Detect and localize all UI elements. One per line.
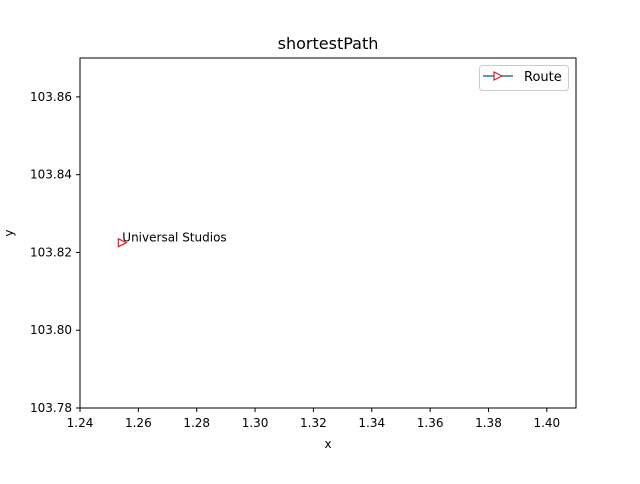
chart-title: shortestPath (278, 34, 379, 53)
annotation-layer: Universal Studios (122, 231, 226, 245)
x-tick-label: 1.24 (67, 416, 94, 430)
legend: Route (479, 65, 569, 91)
plot-frame (79, 57, 577, 409)
legend-frame (479, 65, 569, 91)
y-tick-label: 103.78 (30, 401, 72, 415)
x-tick-label: 1.32 (300, 416, 327, 430)
x-tick-label: 1.28 (183, 416, 210, 430)
route-point-marker (117, 237, 128, 248)
y-axis-ticks: 103.78 103.80 103.82 103.84 103.86 (30, 90, 80, 415)
y-tick-label: 103.80 (30, 323, 72, 337)
x-tick-label: 1.30 (242, 416, 269, 430)
x-tick-label: 1.36 (417, 416, 444, 430)
y-tick-label: 103.86 (30, 90, 72, 104)
legend-marker-swatch (493, 71, 504, 81)
series-layer (117, 237, 128, 248)
axes-layer (80, 58, 576, 408)
x-tick-label: 1.26 (125, 416, 152, 430)
y-axis-label: y (2, 229, 16, 236)
point-annotation-label: Universal Studios (122, 231, 226, 245)
x-tick-label: 1.34 (358, 416, 385, 430)
x-tick-label: 1.40 (533, 416, 560, 430)
x-tick-label: 1.38 (475, 416, 502, 430)
y-tick-label: 103.84 (30, 168, 72, 182)
x-axis-label: x (324, 437, 331, 451)
legend-label-route: Route (524, 70, 562, 85)
y-tick-label: 103.82 (30, 245, 72, 259)
x-axis-ticks: 1.24 1.26 1.28 1.30 1.32 1.34 1.36 1.38 1.40 (67, 408, 560, 430)
plot-area (80, 58, 576, 408)
